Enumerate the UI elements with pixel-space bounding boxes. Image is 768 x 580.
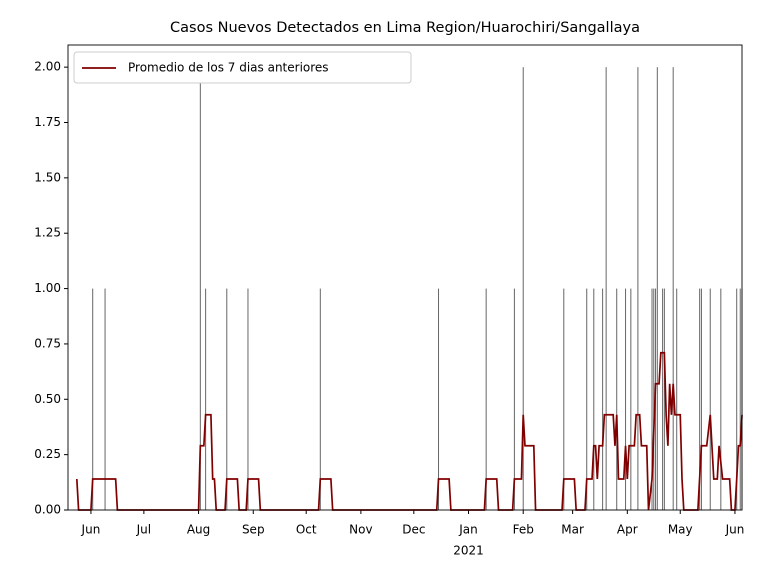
y-tick-label: 0.50 bbox=[34, 392, 61, 406]
bar bbox=[625, 288, 627, 510]
bar bbox=[637, 67, 639, 511]
bar bbox=[709, 288, 711, 510]
bar bbox=[699, 288, 701, 510]
plot-frame bbox=[67, 44, 743, 511]
bar bbox=[586, 288, 588, 510]
legend-box bbox=[73, 51, 412, 84]
bar bbox=[247, 288, 249, 510]
bar bbox=[593, 288, 595, 510]
bar bbox=[319, 288, 321, 510]
bar bbox=[199, 67, 201, 511]
legend-label: Promedio de los 7 dias anteriores bbox=[128, 61, 329, 75]
bar bbox=[92, 288, 94, 510]
bar bbox=[653, 288, 655, 510]
x-tick-label: Apr bbox=[617, 523, 638, 537]
bar bbox=[104, 288, 106, 510]
year-label: 2021 bbox=[453, 544, 484, 558]
bar bbox=[672, 67, 674, 511]
y-tick-label: 0.25 bbox=[34, 447, 61, 461]
x-tick-label: Feb bbox=[513, 523, 534, 537]
bar bbox=[700, 288, 702, 510]
y-tick-label: 1.25 bbox=[34, 226, 61, 240]
bar bbox=[226, 288, 228, 510]
bar bbox=[438, 288, 440, 510]
bar bbox=[739, 288, 741, 510]
x-tick-label: Mar bbox=[561, 523, 584, 537]
bar bbox=[651, 288, 653, 510]
y-tick-label: 1.75 bbox=[34, 115, 61, 129]
chart-title: Casos Nuevos Detectados en Lima Region/H… bbox=[170, 20, 640, 36]
bar bbox=[736, 288, 738, 510]
bar bbox=[605, 67, 607, 511]
bar bbox=[676, 288, 678, 510]
bar bbox=[205, 288, 207, 510]
y-tick-label: 1.50 bbox=[34, 170, 61, 184]
x-tick-label: Jul bbox=[136, 523, 151, 537]
y-tick-label: 0.75 bbox=[34, 336, 61, 350]
x-tick-label: Jan bbox=[458, 523, 478, 537]
bar bbox=[720, 288, 722, 510]
y-tick-label: 2.00 bbox=[34, 60, 61, 74]
bar bbox=[630, 288, 632, 510]
bar bbox=[563, 288, 565, 510]
y-tick-label: 0.00 bbox=[34, 503, 61, 517]
bar bbox=[602, 288, 604, 510]
bar bbox=[485, 288, 487, 510]
x-tick-label: Jun bbox=[725, 523, 745, 537]
x-tick-label: Aug bbox=[187, 523, 210, 537]
bar bbox=[663, 288, 665, 510]
x-tick-label: May bbox=[668, 523, 693, 537]
x-tick-label: Sep bbox=[242, 523, 265, 537]
bar bbox=[662, 288, 664, 510]
y-tick-label: 1.00 bbox=[34, 281, 61, 295]
x-tick-label: Nov bbox=[349, 523, 372, 537]
x-tick-label: Jun bbox=[81, 523, 101, 537]
line bbox=[75, 351, 743, 511]
bar bbox=[513, 288, 515, 510]
bar bbox=[616, 288, 618, 510]
x-tick-label: Dec bbox=[402, 523, 425, 537]
bar bbox=[522, 67, 524, 511]
bar bbox=[656, 67, 658, 511]
x-tick-label: Oct bbox=[296, 523, 317, 537]
